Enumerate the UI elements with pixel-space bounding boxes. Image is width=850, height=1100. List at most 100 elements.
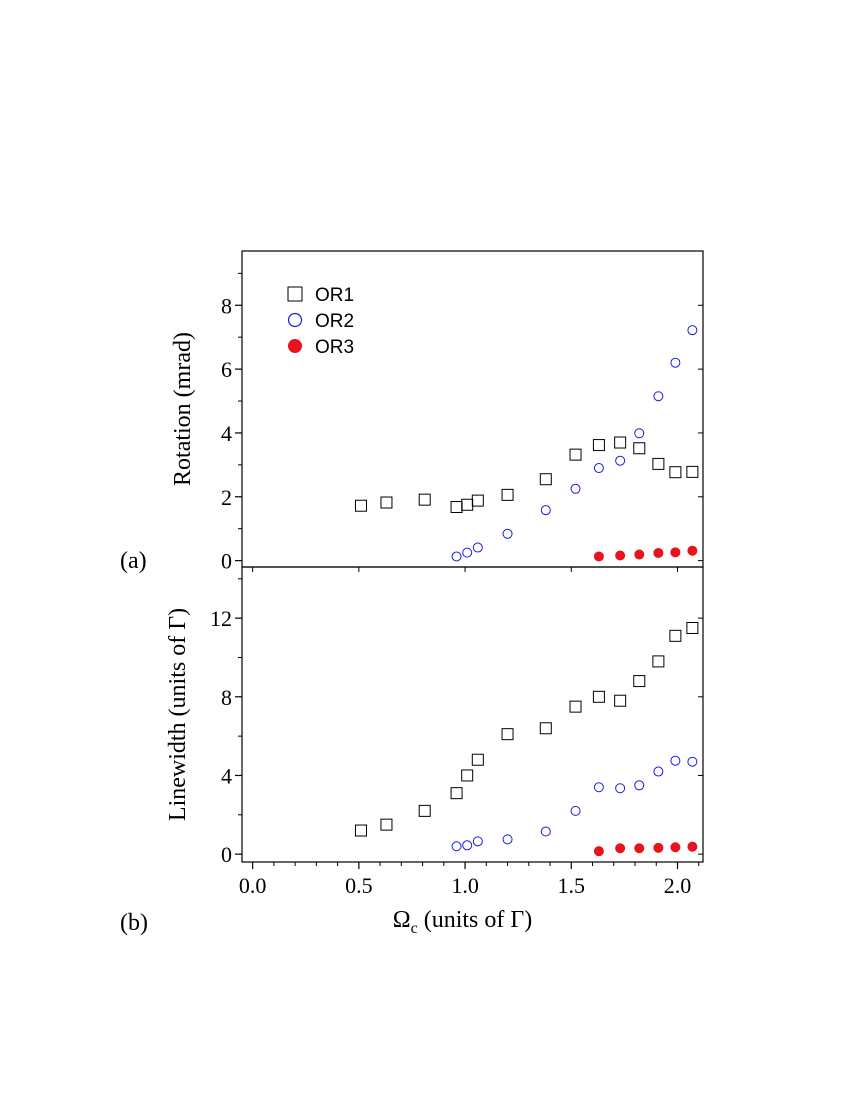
data-point-or2: [451, 841, 462, 852]
data-point-or2: [670, 357, 681, 368]
legend-label-or3: OR3: [315, 337, 354, 358]
data-point-or2: [615, 455, 626, 466]
data-point-or2: [472, 836, 483, 847]
data-point-or2: [502, 528, 513, 539]
data-point-or3: [687, 841, 698, 852]
data-point-or1: [633, 442, 646, 455]
y-tick-label: 8: [221, 293, 232, 318]
x-axis-label-sub: c: [411, 920, 418, 937]
x-axis-label-rest: (units of Γ): [418, 907, 533, 933]
data-point-or3: [634, 549, 645, 560]
plot-frame: [241, 250, 704, 568]
data-point-or1: [539, 722, 552, 735]
x-tick-label: 1.0: [451, 873, 479, 898]
series-or1: [354, 621, 699, 837]
data-point-or2: [670, 755, 681, 766]
data-point-or1: [501, 728, 514, 741]
legend-marker-or1: [287, 286, 303, 302]
series-or3: [593, 841, 698, 857]
data-point-or2: [451, 551, 462, 562]
data-point-or2: [634, 780, 645, 791]
panel-label: (a): [120, 548, 147, 574]
data-point-or1: [450, 787, 463, 800]
data-point-or2: [615, 783, 626, 794]
y-tick-label: 8: [221, 685, 232, 710]
data-point-or3: [653, 842, 664, 853]
data-point-or2: [687, 325, 698, 336]
data-point-or2: [570, 805, 581, 816]
data-point-or1: [380, 818, 393, 831]
y-tick-label: 0: [221, 842, 232, 867]
y-axis-label: Rotation (mrad): [170, 332, 196, 486]
data-point-or1: [592, 690, 605, 703]
panel-label: (b): [120, 910, 148, 936]
data-point-or2: [634, 428, 645, 439]
x-axis-label: Ωc (units of Γ): [393, 907, 532, 937]
data-point-or2: [472, 542, 483, 553]
x-tick-label: 1.5: [558, 873, 586, 898]
data-point-or1: [461, 498, 474, 511]
data-point-or1: [652, 655, 665, 668]
data-point-or1: [380, 496, 393, 509]
data-point-or3: [615, 843, 626, 854]
data-point-or1: [461, 769, 474, 782]
data-point-or1: [354, 824, 367, 837]
data-point-or1: [686, 621, 699, 634]
data-point-or1: [633, 675, 646, 688]
y-tick-label: 0: [221, 549, 232, 574]
data-point-or2: [462, 547, 473, 558]
y-tick-label: 6: [221, 357, 232, 382]
data-point-or2: [593, 463, 604, 474]
data-point-or1: [669, 629, 682, 642]
series-or3: [593, 545, 698, 562]
legend-label-or1: OR1: [315, 285, 354, 306]
y-tick-label: 12: [210, 606, 232, 631]
data-point-or1: [539, 473, 552, 486]
data-point-or3: [687, 545, 698, 556]
legend: OR1 OR2 OR3: [287, 285, 354, 358]
data-point-or2: [570, 483, 581, 494]
x-tick-label: 0.0: [239, 873, 267, 898]
data-point-or1: [418, 804, 431, 817]
x-tick-label: 2.0: [664, 873, 692, 898]
data-point-or3: [634, 843, 645, 854]
data-point-or2: [653, 391, 664, 402]
data-point-or3: [593, 846, 604, 857]
plot-frame: [241, 566, 704, 863]
legend-marker-or2: [287, 312, 303, 328]
data-point-or2: [540, 505, 551, 516]
data-point-or2: [462, 840, 473, 851]
data-point-or3: [615, 550, 626, 561]
y-tick-label: 4: [221, 763, 232, 788]
data-point-or2: [540, 826, 551, 837]
data-point-or3: [670, 547, 681, 558]
data-point-or1: [686, 465, 699, 478]
legend-label-or2: OR2: [315, 311, 354, 332]
panel-b-linewidth: 0 4 8 12 0.0 0.5 1.0 1.5 2.0 Ωc (units of Γ) Linew…: [120, 566, 704, 937]
x-axis-label-main: Ω: [393, 907, 411, 933]
y-tick-label: 2: [221, 485, 232, 510]
y-tick-label: 4: [221, 421, 232, 446]
data-point-or2: [502, 834, 513, 845]
series-or2: [451, 755, 698, 852]
data-point-or2: [687, 756, 698, 767]
data-point-or1: [569, 448, 582, 461]
data-point-or1: [471, 753, 484, 766]
data-point-or1: [592, 439, 605, 452]
data-point-or3: [670, 842, 681, 853]
x-tick-label: 0.5: [345, 873, 373, 898]
data-point-or1: [569, 700, 582, 713]
data-point-or1: [450, 500, 463, 513]
panel-a-rotation: 0 2 4 6 8 Rotation (mrad) (a) OR1 OR2 OR3: [120, 250, 704, 574]
series-or1: [354, 436, 699, 513]
data-point-or1: [652, 457, 665, 470]
legend-marker-or3: [288, 339, 302, 353]
data-point-or1: [354, 499, 367, 512]
data-point-or1: [471, 494, 484, 507]
data-point-or3: [653, 547, 664, 558]
data-point-or2: [593, 782, 604, 793]
data-point-or1: [669, 466, 682, 479]
series-or2: [451, 325, 698, 562]
data-point-or1: [614, 436, 627, 449]
data-point-or1: [418, 493, 431, 506]
